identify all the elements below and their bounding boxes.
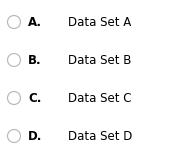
- Text: Data Set A: Data Set A: [68, 15, 131, 29]
- Text: C.: C.: [28, 91, 41, 105]
- Text: D.: D.: [28, 129, 42, 142]
- Text: Data Set B: Data Set B: [68, 53, 131, 67]
- Text: Data Set D: Data Set D: [68, 129, 132, 142]
- Text: B.: B.: [28, 53, 42, 67]
- Text: A.: A.: [28, 15, 42, 29]
- Text: Data Set C: Data Set C: [68, 91, 131, 105]
